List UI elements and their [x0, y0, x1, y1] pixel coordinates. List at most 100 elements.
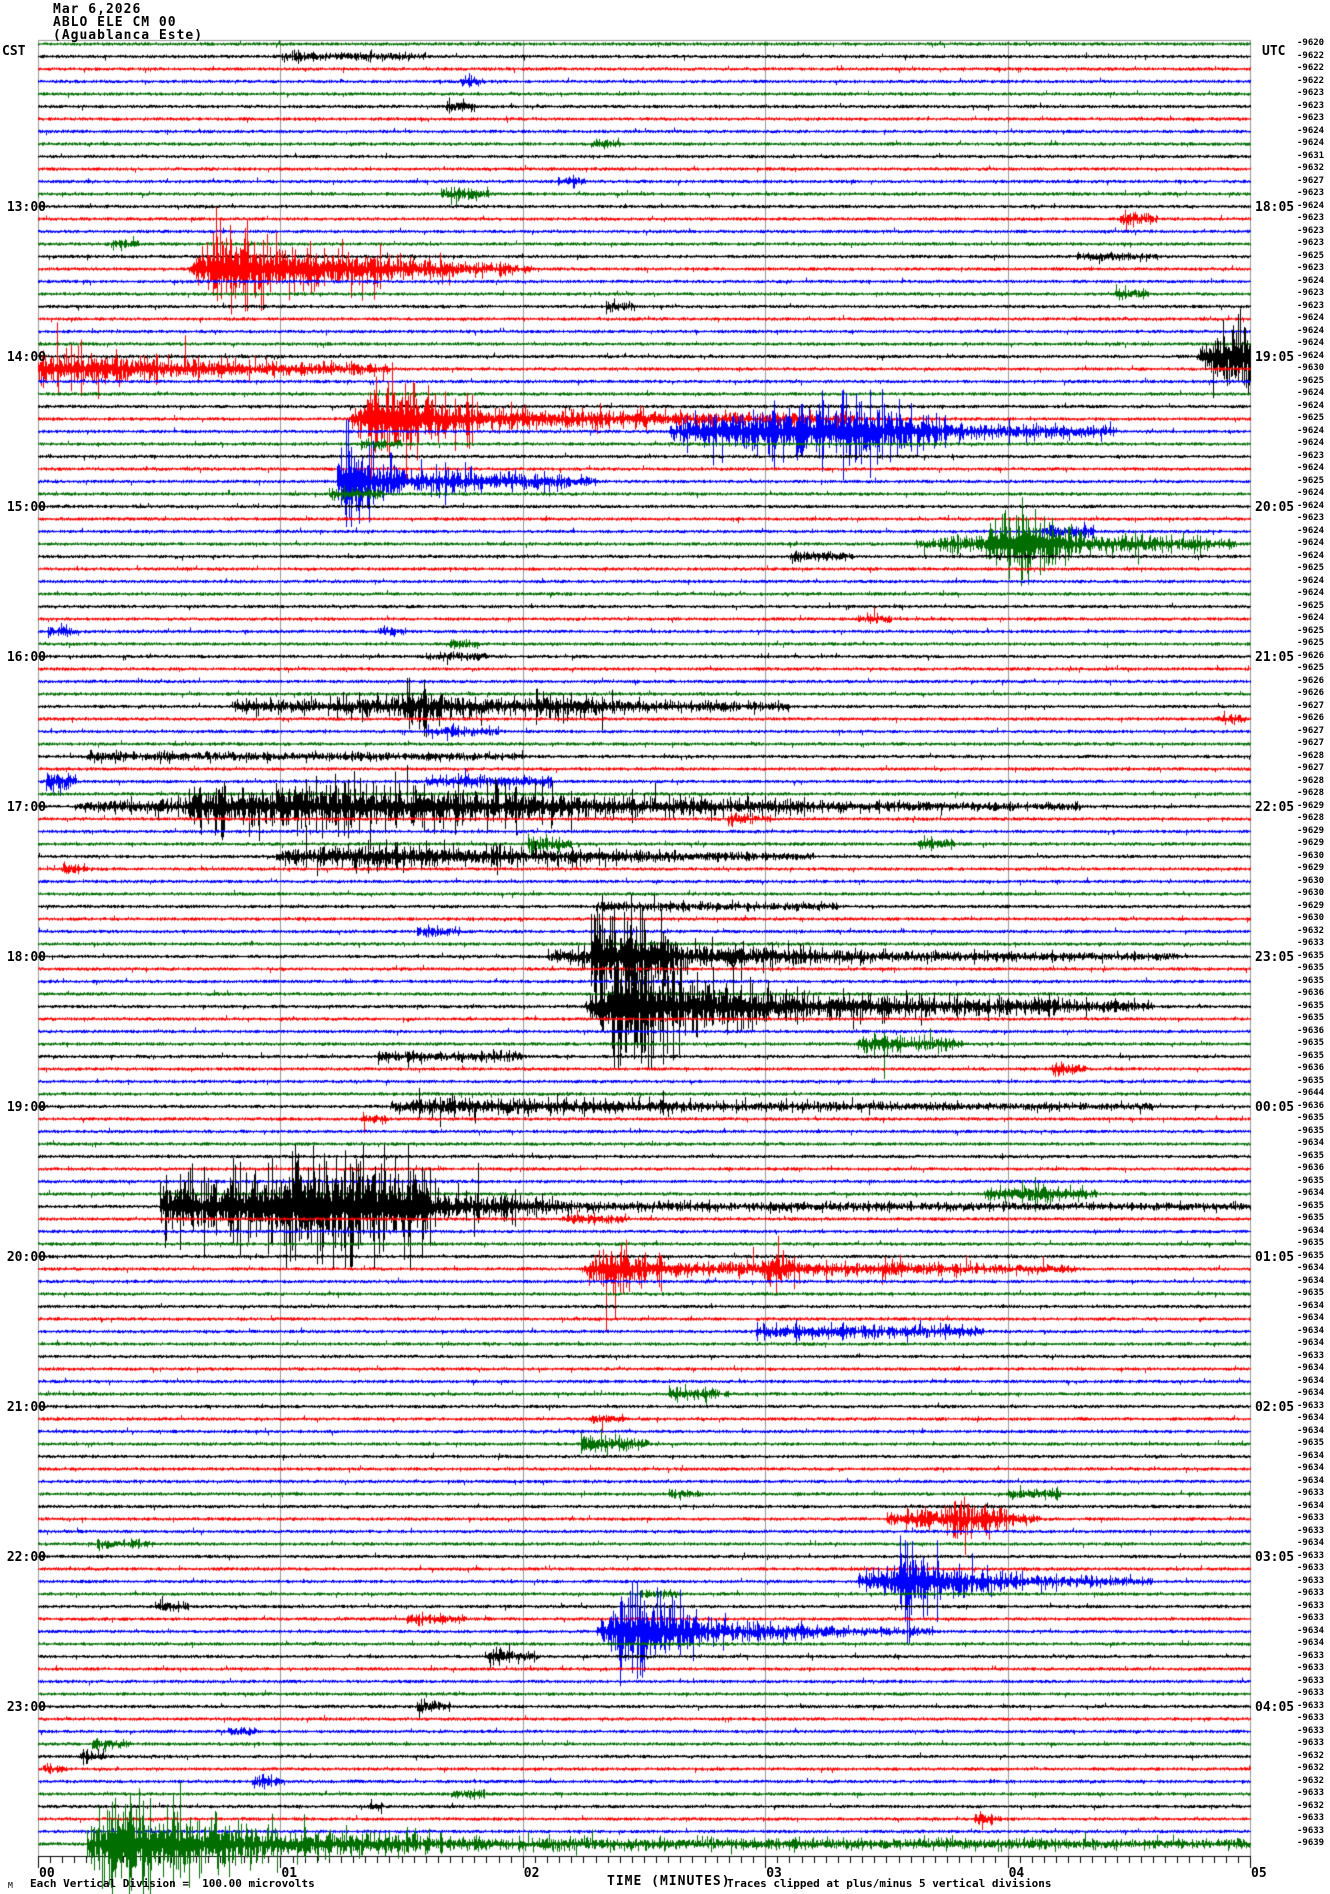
trace-offset-label: -9634: [1297, 1225, 1325, 1236]
trace-offset-label: -9622: [1297, 63, 1325, 73]
left-hour-label: 23:00: [6, 1699, 46, 1715]
title-station: ABLO ELE CM 00: [53, 15, 177, 30]
trace-offset-label: -9634: [1297, 1425, 1325, 1436]
trace-offset-label: -9635: [1297, 1125, 1325, 1136]
right-hour-label: 23:05: [1255, 949, 1295, 965]
x-tick-label: 04: [1008, 1866, 1025, 1881]
trace-offset-label: -9633: [1297, 1788, 1325, 1798]
trace-offset-label: -9632: [1297, 1763, 1325, 1773]
trace-offset-label: -9633: [1297, 1700, 1325, 1711]
trace-offset-label: -9625: [1297, 475, 1325, 486]
trace-offset-label: -9634: [1297, 1625, 1325, 1636]
trace-offset-label: -9633: [1297, 1563, 1325, 1573]
trace-offset-label: -9627: [1297, 700, 1325, 711]
trace-offset-label: -9635: [1297, 1288, 1325, 1298]
trace-offset-label: -9630: [1297, 850, 1325, 861]
footer-clip-note: Traces clipped at plus/minus 5 vertical …: [727, 1877, 1052, 1890]
trace-offset-label: -9634: [1297, 1463, 1325, 1473]
trace-offset-label: -9623: [1297, 238, 1325, 248]
right-hour-label: 00:05: [1255, 1099, 1295, 1115]
x-tick-label: 00: [39, 1866, 55, 1881]
trace-offset-label: -9626: [1297, 650, 1325, 661]
left-timezone-label: CST: [2, 44, 26, 59]
trace-offset-label: -9624: [1297, 388, 1325, 398]
trace-offset-label: -9636: [1297, 1100, 1325, 1111]
trace-offset-label: -9635: [1297, 1150, 1325, 1161]
right-hour-label: 20:05: [1255, 499, 1295, 515]
footer-scale-note: Each Vertical Division = 100.00 microvol…: [30, 1877, 315, 1890]
trace-offset-label: -9633: [1297, 1350, 1325, 1361]
trace-offset-label: -9636: [1297, 1025, 1325, 1036]
trace-offset-label: -9634: [1297, 1475, 1325, 1486]
trace-offset-label: -9635: [1297, 1238, 1325, 1248]
trace-offset-label: -9624: [1297, 350, 1325, 361]
trace-offset-label: -9633: [1297, 1738, 1325, 1748]
trace-offset-label: -9623: [1297, 300, 1325, 311]
trace-offset-label: -9625: [1297, 625, 1325, 636]
trace-offset-label: -9628: [1297, 775, 1325, 786]
trace-offset-label: -9644: [1297, 1088, 1325, 1098]
trace-offset-label: -9631: [1297, 150, 1325, 161]
trace-offset-label: -9634: [1297, 1413, 1325, 1423]
trace-offset-label: -9624: [1297, 525, 1325, 536]
trace-offset-label: -9633: [1297, 1725, 1325, 1736]
left-hour-label: 14:00: [6, 349, 46, 365]
trace-offset-label: -9633: [1297, 1575, 1325, 1586]
right-hour-label: 04:05: [1255, 1699, 1295, 1715]
footer-prefix: M: [8, 1881, 13, 1890]
trace-offset-label: -9625: [1297, 663, 1325, 673]
trace-offset-label: -9627: [1297, 725, 1325, 736]
trace-offset-label: -9634: [1297, 1638, 1325, 1648]
trace-offset-label: -9625: [1297, 250, 1325, 261]
trace-offset-label: -9632: [1297, 163, 1325, 173]
trace-offset-label: -9632: [1297, 1750, 1325, 1761]
trace-offset-label: -9635: [1297, 1113, 1325, 1123]
trace-offset-label: -9633: [1297, 1600, 1325, 1611]
trace-offset-label: -9634: [1297, 1363, 1325, 1373]
trace-offset-label: -9632: [1297, 1800, 1325, 1811]
trace-offset-label: -9626: [1297, 713, 1325, 723]
x-axis-title: TIME (MINUTES): [607, 1874, 731, 1889]
trace-offset-label: -9629: [1297, 900, 1325, 911]
trace-offset-label: -9634: [1297, 1275, 1325, 1286]
trace-offset-label: -9628: [1297, 813, 1325, 823]
trace-offset-label: -9635: [1297, 1250, 1325, 1261]
right-hour-label: 18:05: [1255, 199, 1295, 215]
trace-offset-label: -9624: [1297, 200, 1325, 211]
trace-offset-label: -9635: [1297, 1438, 1325, 1448]
trace-offset-label: -9623: [1297, 213, 1325, 223]
x-tick-label: 03: [766, 1866, 782, 1881]
left-hour-label: 20:00: [6, 1249, 46, 1265]
trace-offset-label: -9624: [1297, 550, 1325, 561]
trace-offset-label: -9633: [1297, 1588, 1325, 1598]
x-tick-label: 01: [281, 1866, 298, 1881]
x-tick-label: 05: [1251, 1866, 1267, 1881]
trace-offset-label: -9623: [1297, 513, 1325, 523]
trace-offset-label: -9624: [1297, 338, 1325, 348]
trace-offset-label: -9624: [1297, 425, 1325, 436]
trace-offset-label: -9624: [1297, 575, 1325, 586]
trace-offset-label: -9629: [1297, 825, 1325, 836]
trace-offset-label: -9634: [1297, 1375, 1325, 1386]
trace-offset-label: -9635: [1297, 950, 1325, 961]
trace-offset-label: -9627: [1297, 175, 1325, 186]
trace-offset-label: -9625: [1297, 600, 1325, 611]
trace-offset-label: -9633: [1297, 1488, 1325, 1498]
trace-offset-label: -9634: [1297, 1313, 1325, 1323]
trace-offset-label: -9624: [1297, 588, 1325, 598]
trace-offset-label: -9624: [1297, 275, 1325, 286]
title-date: Mar 6,2026: [53, 2, 142, 17]
trace-offset-label: -9635: [1297, 1050, 1325, 1061]
trace-offset-label: -9623: [1297, 263, 1325, 273]
trace-offset-label: -9627: [1297, 763, 1325, 773]
trace-offset-label: -9634: [1297, 1325, 1325, 1336]
left-hour-label: 22:00: [6, 1549, 46, 1565]
trace-offset-label: -9633: [1297, 1688, 1325, 1698]
trace-offset-label: -9629: [1297, 838, 1325, 848]
trace-offset-label: -9625: [1297, 638, 1325, 648]
trace-offset-label: -9635: [1297, 1038, 1325, 1048]
trace-offset-label: -9624: [1297, 488, 1325, 498]
title-location: (Aguablanca Este): [53, 28, 204, 43]
trace-offset-label: -9635: [1297, 975, 1325, 986]
